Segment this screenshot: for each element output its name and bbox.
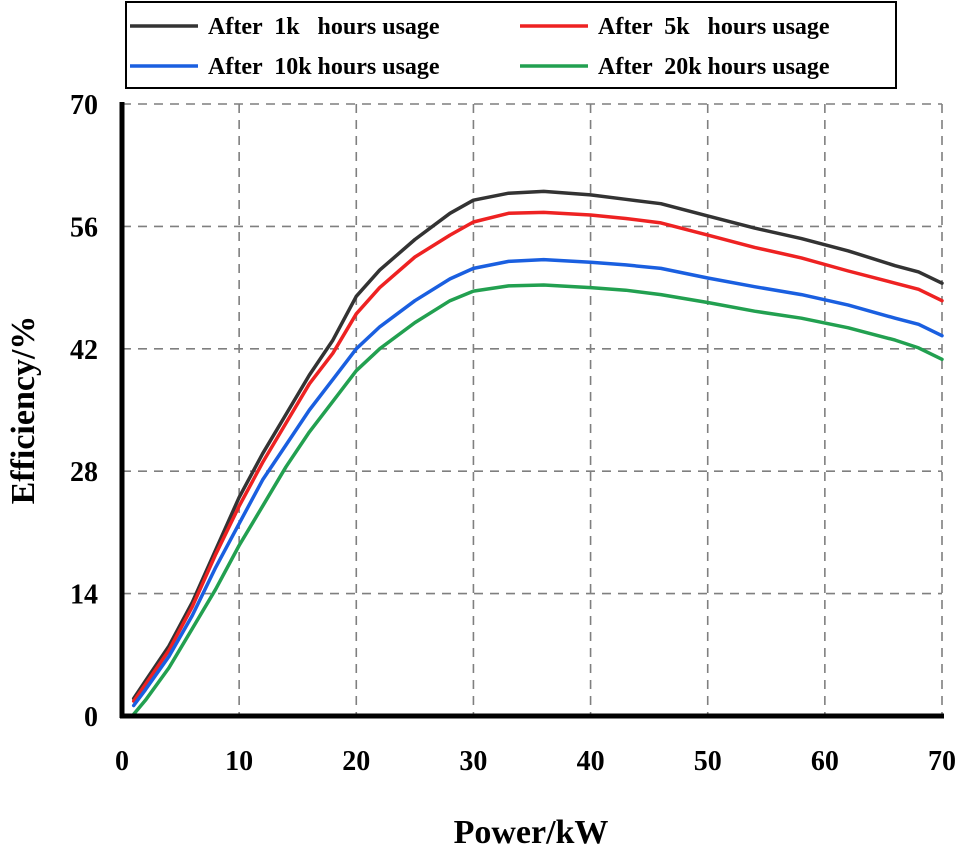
series-lines [131, 189, 944, 717]
legend-box [125, 1, 897, 89]
x-tick-label-6: 60 [811, 746, 839, 777]
y-tick-label-5: 70 [70, 90, 98, 121]
x-tick-label-1: 10 [225, 746, 253, 777]
tick-labels: 0 10 20 30 40 50 60 70 0 14 28 42 56 70 [70, 90, 956, 777]
y-tick-label-3: 42 [70, 335, 98, 366]
x-tick-label-0: 0 [115, 746, 129, 777]
y-tick-label-2: 28 [70, 457, 98, 488]
y-tick-label-0: 0 [84, 702, 98, 733]
series-line-1 [131, 189, 944, 701]
x-axis-title: Power/kW [454, 814, 609, 851]
y-axis-title: Efficiency/% [5, 316, 42, 505]
series-line-2 [131, 210, 944, 703]
x-tick-label-7: 70 [928, 746, 956, 777]
legend-label-4: After 20k hours usage [598, 54, 830, 80]
series-line-4 [131, 283, 944, 717]
x-tick-label-3: 30 [459, 746, 487, 777]
x-tick-label-2: 20 [342, 746, 370, 777]
y-tick-label-1: 14 [70, 580, 98, 611]
legend: After 1k hours usage After 5k hours usage… [125, 1, 897, 89]
x-tick-label-5: 50 [694, 746, 722, 777]
legend-label-1: After 1k hours usage [208, 14, 440, 40]
x-tick-label-4: 40 [577, 746, 605, 777]
y-tick-label-4: 56 [70, 212, 98, 243]
series-line-3 [131, 257, 944, 708]
grid-lines [122, 103, 943, 716]
legend-label-2: After 5k hours usage [598, 14, 830, 40]
legend-label-3: After 10k hours usage [208, 54, 440, 80]
axes [119, 102, 944, 719]
